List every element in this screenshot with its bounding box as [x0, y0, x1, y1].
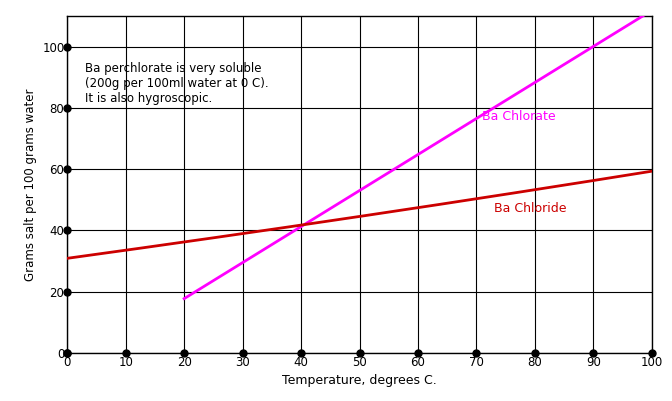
Text: Ba Chlorate: Ba Chlorate [482, 110, 556, 123]
Text: Ba Chloride: Ba Chloride [494, 202, 566, 215]
X-axis label: Temperature, degrees C.: Temperature, degrees C. [282, 374, 437, 387]
Text: Ba perchlorate is very soluble
(200g per 100ml water at 0 C).
It is also hygrosc: Ba perchlorate is very soluble (200g per… [85, 62, 268, 105]
Y-axis label: Grams salt per 100 grams water: Grams salt per 100 grams water [24, 88, 36, 281]
